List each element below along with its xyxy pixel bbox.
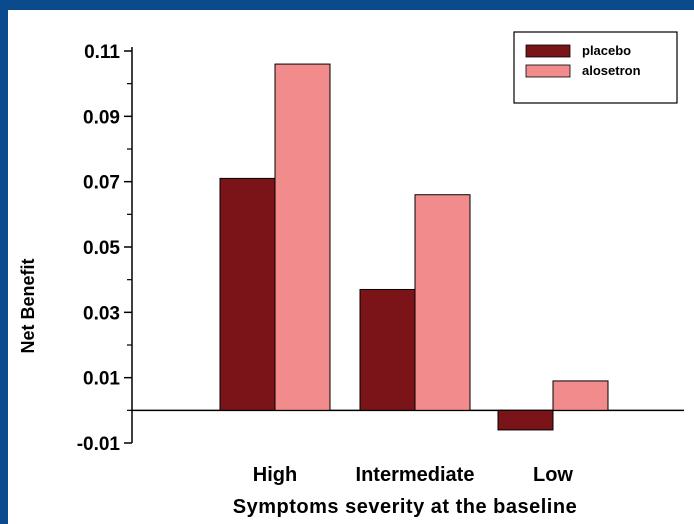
bar-alosetron-low — [552, 380, 609, 411]
legend-label-alosetron: alosetron — [582, 63, 641, 78]
x-tick-label: Intermediate — [356, 464, 475, 486]
legend-label-placebo: placebo — [582, 43, 631, 58]
y-axis-label: Net Benefit — [18, 258, 38, 353]
bars — [219, 63, 609, 431]
x-tick-label: High — [253, 464, 297, 486]
y-tick-label: 0.09 — [83, 107, 120, 128]
bar-placebo-low — [497, 409, 554, 431]
bar-alosetron-intermediate — [414, 194, 471, 411]
y-ticks: 0.11 0.09 0.07 0.05 0.03 0.01 -0.01 — [77, 42, 132, 455]
bar-placebo-intermediate — [359, 288, 416, 411]
legend: placebo alosetron — [513, 31, 678, 104]
x-axis-label: Symptoms severity at the baseline — [233, 496, 577, 518]
x-tick-label: Low — [533, 464, 573, 486]
slide-frame: 0.11 0.09 0.07 0.05 0.03 0.01 -0.01 High Interm… — [8, 10, 694, 524]
y-tick-label: 0.07 — [83, 173, 120, 194]
y-tick-label: 0.03 — [83, 303, 120, 324]
bar-chart: 0.11 0.09 0.07 0.05 0.03 0.01 -0.01 High Interm… — [18, 31, 684, 518]
bar-alosetron-high — [274, 63, 331, 411]
legend-swatch-alosetron — [525, 64, 571, 78]
y-tick-label: 0.05 — [83, 238, 120, 259]
y-tick-label: 0.11 — [84, 42, 120, 63]
bar-placebo-high — [219, 177, 276, 411]
y-tick-label: -0.01 — [77, 434, 121, 455]
y-tick-label: 0.01 — [83, 369, 120, 390]
legend-swatch-placebo — [525, 44, 571, 58]
x-tick-labels: High Intermediate Low — [253, 464, 574, 486]
